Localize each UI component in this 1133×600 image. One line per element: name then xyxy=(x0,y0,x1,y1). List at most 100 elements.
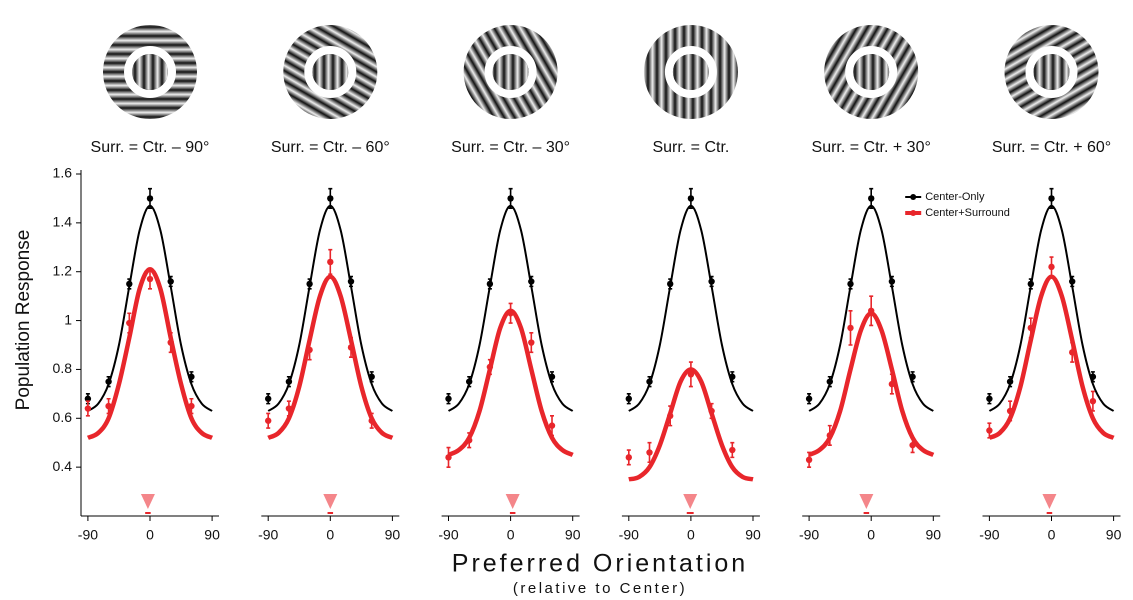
x-tick-label: -90 xyxy=(438,527,458,543)
legend-marker xyxy=(910,194,916,200)
x-tick-label: -90 xyxy=(619,527,639,543)
fit-curve xyxy=(268,277,392,438)
data-point xyxy=(986,396,992,402)
data-point xyxy=(708,408,714,414)
x-tick-label: 90 xyxy=(204,527,220,543)
data-point xyxy=(188,403,194,409)
data-point xyxy=(286,378,292,384)
data-point xyxy=(188,374,194,380)
peak-marker xyxy=(141,494,155,509)
x-tick-label: 0 xyxy=(867,527,875,543)
data-point xyxy=(688,371,694,377)
y-tick-label: 1.2 xyxy=(53,262,73,278)
y-tick-label: 0.6 xyxy=(53,409,73,425)
fit-curve xyxy=(989,277,1113,438)
data-point xyxy=(306,281,312,287)
panel-title: Surr. = Ctr. xyxy=(652,139,729,156)
data-point xyxy=(348,278,354,284)
data-point xyxy=(1069,278,1075,284)
stimulus-center xyxy=(312,54,348,90)
x-tick-label: 90 xyxy=(745,527,761,543)
data-point xyxy=(667,281,673,287)
data-point xyxy=(1007,378,1013,384)
data-point xyxy=(286,405,292,411)
data-point xyxy=(646,378,652,384)
data-point xyxy=(445,454,451,460)
y-tick-label: 1 xyxy=(64,311,72,327)
y-tick-label: 0.4 xyxy=(53,458,73,474)
data-point xyxy=(306,347,312,353)
data-point xyxy=(986,427,992,433)
panel-title: Surr. = Ctr. + 60° xyxy=(992,139,1111,156)
data-point xyxy=(708,278,714,284)
x-tick-label: 0 xyxy=(507,527,515,543)
data-point xyxy=(369,418,375,424)
stimulus-center xyxy=(493,54,529,90)
data-point xyxy=(827,432,833,438)
data-point xyxy=(806,396,812,402)
data-point xyxy=(847,325,853,331)
x-tick-label: 90 xyxy=(1106,527,1122,543)
data-point xyxy=(369,374,375,380)
data-point xyxy=(889,278,895,284)
stimulus-center xyxy=(1034,54,1070,90)
data-point xyxy=(549,422,555,428)
data-point xyxy=(327,259,333,265)
legend-marker xyxy=(910,210,916,216)
panel-title: Surr. = Ctr. – 30° xyxy=(451,139,570,156)
data-point xyxy=(847,281,853,287)
x-tick-label: -90 xyxy=(258,527,278,543)
data-point xyxy=(126,320,132,326)
data-point xyxy=(507,310,513,316)
data-point xyxy=(806,457,812,463)
data-point xyxy=(729,374,735,380)
data-point xyxy=(626,454,632,460)
panel-title: Surr. = Ctr. – 60° xyxy=(271,139,390,156)
peak-marker xyxy=(1042,494,1056,509)
data-point xyxy=(1048,264,1054,270)
y-axis-label: Population Response xyxy=(13,230,34,411)
data-point xyxy=(126,281,132,287)
stimulus-center xyxy=(673,54,709,90)
data-point xyxy=(487,364,493,370)
data-point xyxy=(265,418,271,424)
data-point xyxy=(168,339,174,345)
x-tick-label: -90 xyxy=(979,527,999,543)
data-point xyxy=(147,195,153,201)
data-point xyxy=(889,381,895,387)
data-point xyxy=(1090,398,1096,404)
data-point xyxy=(667,413,673,419)
x-tick-label: 0 xyxy=(146,527,154,543)
data-point xyxy=(105,403,111,409)
data-point xyxy=(147,276,153,282)
data-point xyxy=(549,374,555,380)
legend-label: Center-Only xyxy=(925,191,985,203)
data-point xyxy=(105,378,111,384)
data-point xyxy=(507,195,513,201)
data-point xyxy=(1069,349,1075,355)
data-point xyxy=(466,437,472,443)
peak-marker xyxy=(323,494,337,509)
data-point xyxy=(1028,325,1034,331)
x-tick-label: 90 xyxy=(565,527,581,543)
data-point xyxy=(646,449,652,455)
data-point xyxy=(528,278,534,284)
data-point xyxy=(487,281,493,287)
data-point xyxy=(1048,195,1054,201)
peak-marker xyxy=(859,494,873,509)
x-tick-label: -90 xyxy=(78,527,98,543)
legend-label: Center+Surround xyxy=(925,207,1010,219)
x-tick-label: 0 xyxy=(1048,527,1056,543)
x-axis-label: Preferred Orientation xyxy=(452,550,748,578)
data-point xyxy=(868,195,874,201)
x-tick-label: 90 xyxy=(385,527,401,543)
data-point xyxy=(1028,281,1034,287)
fit-curve xyxy=(88,269,212,438)
data-point xyxy=(729,447,735,453)
data-point xyxy=(85,405,91,411)
data-point xyxy=(168,278,174,284)
data-point xyxy=(688,195,694,201)
data-point xyxy=(868,308,874,314)
x-tick-label: 0 xyxy=(326,527,334,543)
data-point xyxy=(827,378,833,384)
